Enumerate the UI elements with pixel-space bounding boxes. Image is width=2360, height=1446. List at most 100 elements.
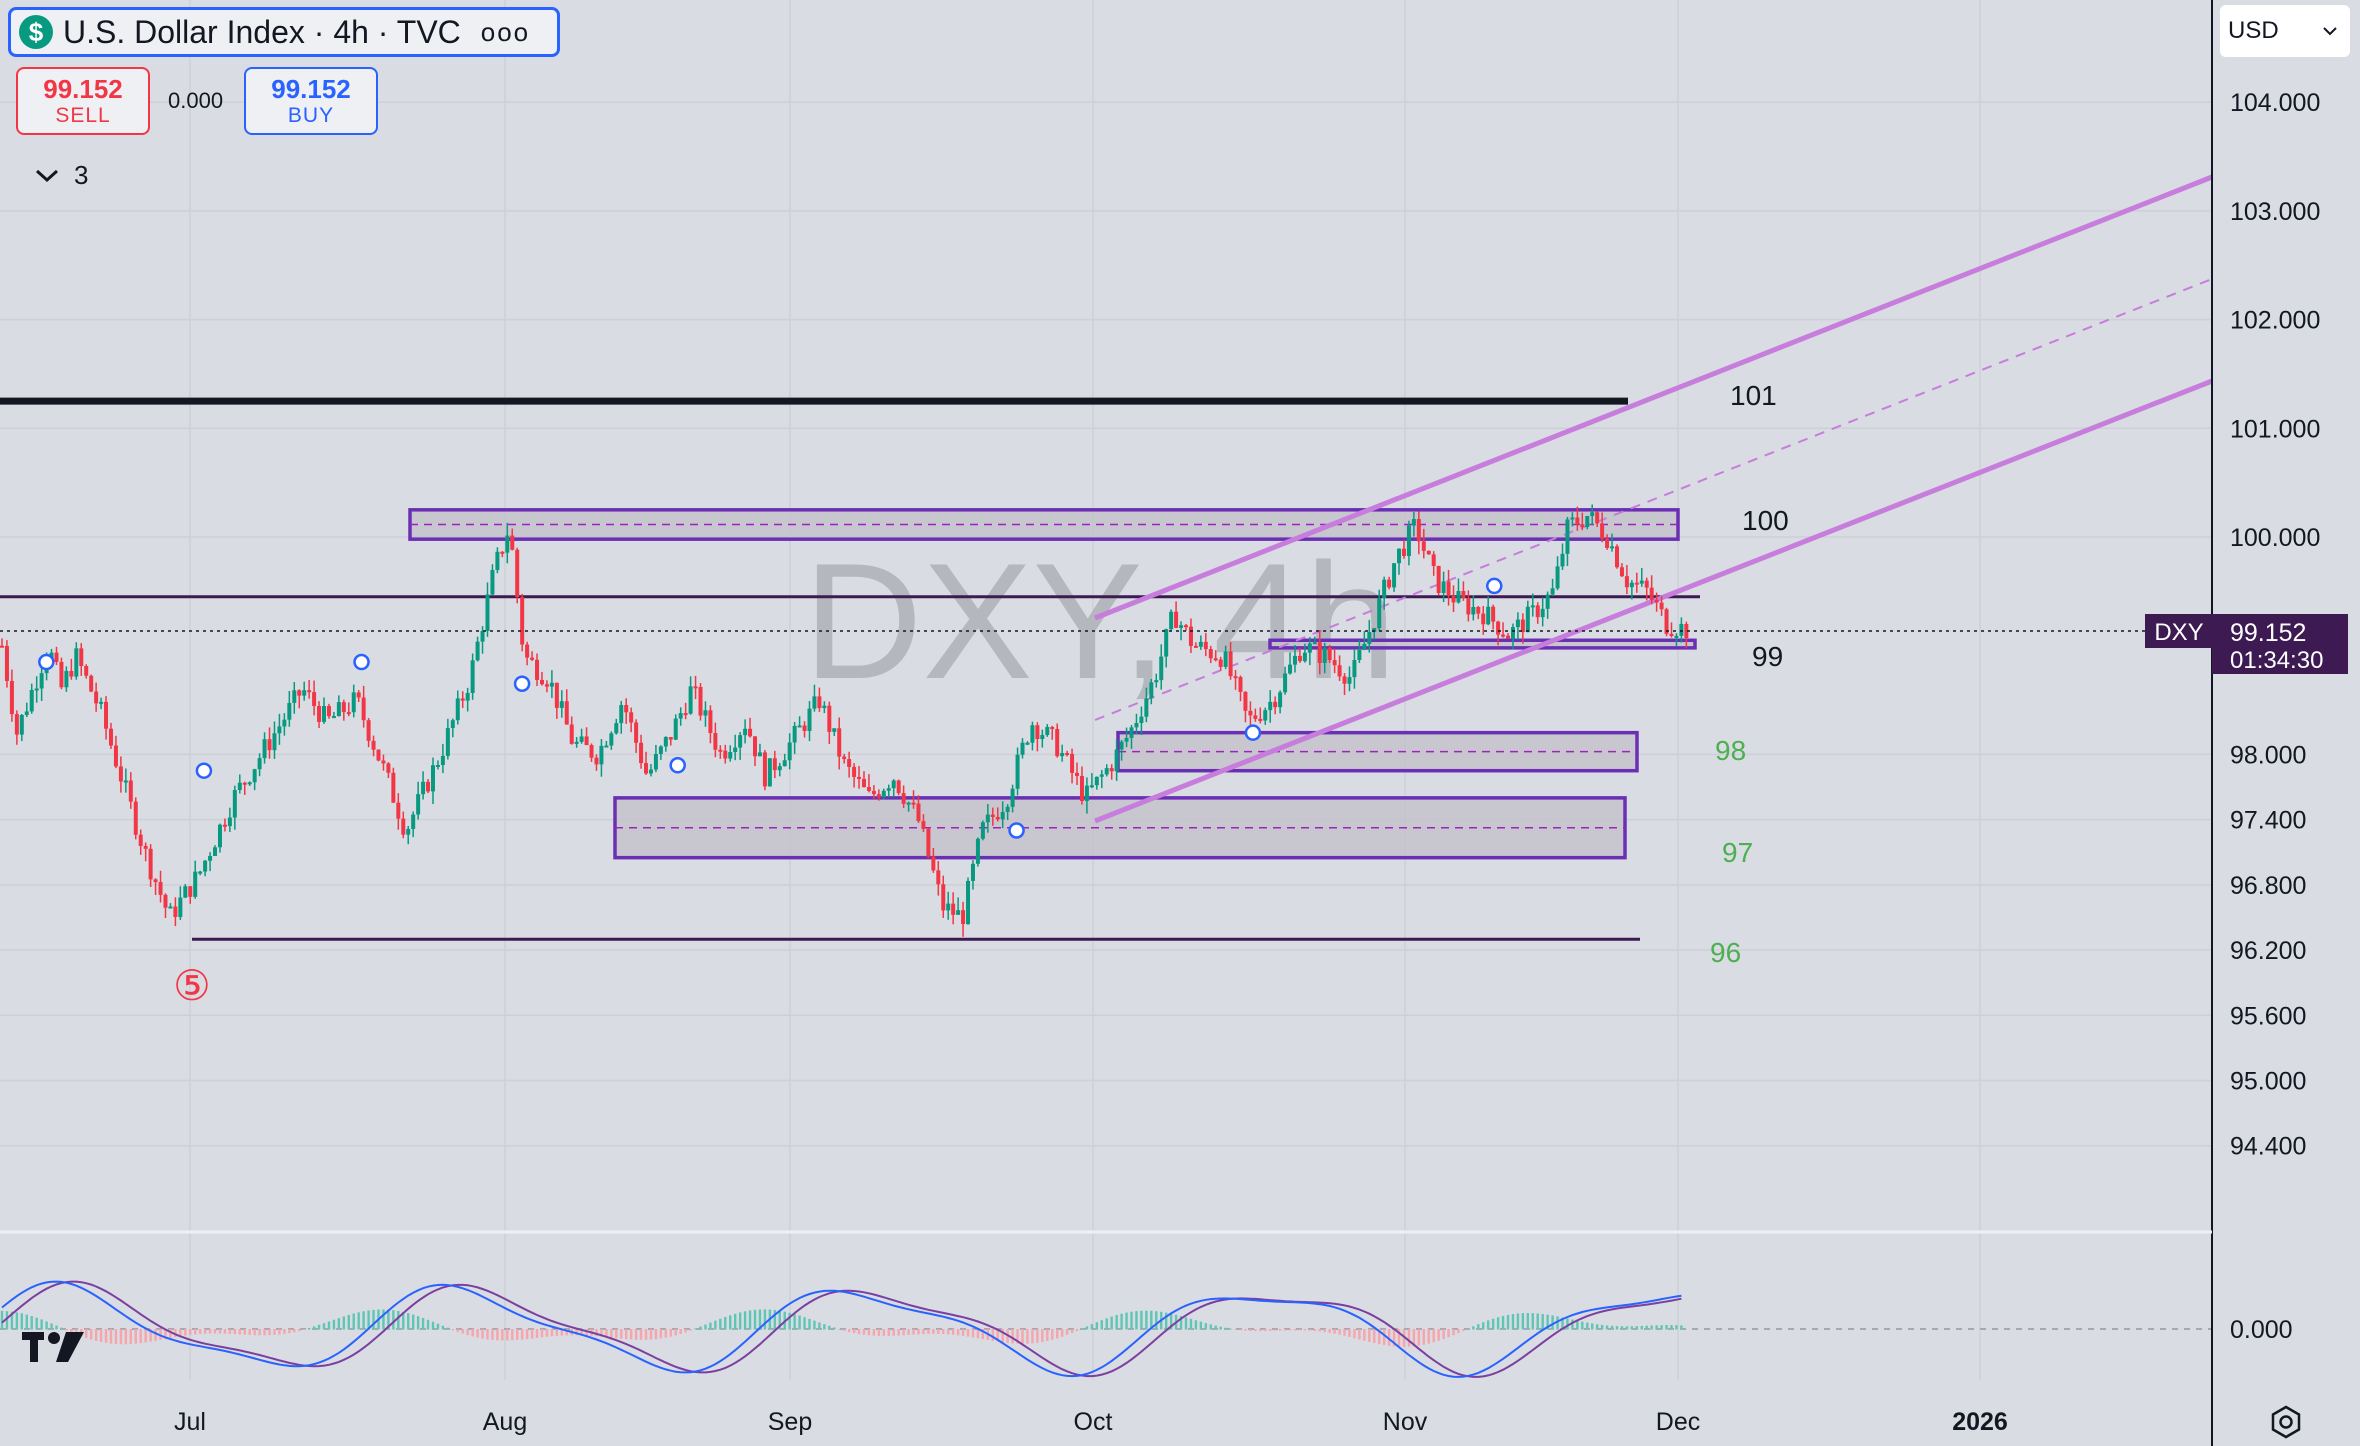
histogram-bar xyxy=(174,1329,177,1338)
histogram-bar xyxy=(1516,1313,1520,1330)
histogram-bar xyxy=(119,1329,123,1345)
candle-body xyxy=(837,728,842,757)
histogram-bar xyxy=(307,1327,311,1330)
candle-body xyxy=(1610,546,1615,549)
settings-gear-icon[interactable] xyxy=(2268,1404,2304,1440)
candle-body xyxy=(435,764,440,767)
candle-body xyxy=(480,630,485,642)
candle-body xyxy=(1278,692,1283,708)
histogram-bar xyxy=(947,1329,950,1335)
price-axis-label: 97.400 xyxy=(2230,807,2306,835)
candle-body xyxy=(757,752,762,757)
histogram-bar xyxy=(1164,1312,1168,1330)
candle-body xyxy=(411,814,416,829)
histogram-bar xyxy=(1199,1321,1203,1330)
histogram-bar xyxy=(134,1329,137,1344)
candle-body xyxy=(1010,788,1015,807)
candle-body xyxy=(688,686,693,714)
price-axis-label: 96.200 xyxy=(2230,937,2306,965)
histogram-bar xyxy=(501,1329,504,1341)
buy-button[interactable]: 99.152 BUY xyxy=(244,67,378,135)
histogram-bar xyxy=(991,1329,994,1341)
indicators-toggle[interactable]: 3 xyxy=(34,160,88,191)
chevron-down-icon xyxy=(2323,27,2337,36)
histogram-bar xyxy=(555,1329,559,1336)
histogram-bar xyxy=(352,1313,355,1330)
histogram-bar xyxy=(1477,1324,1480,1330)
histogram-bar xyxy=(451,1329,455,1331)
currency-select[interactable]: USD xyxy=(2220,5,2350,57)
histogram-bar xyxy=(45,1321,48,1330)
candle-body xyxy=(852,766,857,777)
histogram-bar xyxy=(1283,1329,1287,1331)
histogram-bar xyxy=(243,1329,246,1335)
histogram-bar xyxy=(1021,1329,1024,1344)
candle-body xyxy=(916,803,921,822)
candle-body xyxy=(1436,565,1441,594)
price-axis-label: 95.600 xyxy=(2230,1002,2306,1030)
symbol-header[interactable]: $ U.S. Dollar Index · 4h · TVC ooo xyxy=(8,7,560,57)
candle-body xyxy=(1471,607,1476,615)
histogram-bar xyxy=(877,1329,881,1336)
candle-body xyxy=(1387,579,1392,588)
histogram-bar xyxy=(1273,1329,1277,1331)
candle-body xyxy=(1614,546,1619,568)
candle-body xyxy=(857,776,862,779)
candle-body xyxy=(1174,611,1179,628)
histogram-bar xyxy=(1115,1315,1118,1330)
candle-body xyxy=(401,818,406,835)
histogram-bar xyxy=(471,1329,474,1337)
histogram-bar xyxy=(1055,1329,1059,1339)
pivot-markers xyxy=(38,577,1503,839)
pivot-marker xyxy=(1244,724,1262,741)
histogram-bar xyxy=(535,1329,539,1338)
candle-body xyxy=(738,735,743,748)
histogram-bar xyxy=(332,1319,336,1330)
histogram-bar xyxy=(40,1319,43,1330)
candle-body xyxy=(817,696,822,709)
candle-body xyxy=(1605,538,1610,548)
histogram-bar xyxy=(1675,1325,1678,1330)
trend-channel[interactable] xyxy=(1094,174,2213,824)
symbol-title: U.S. Dollar Index · 4h · TVC xyxy=(63,13,461,50)
histogram-bar xyxy=(1259,1329,1262,1332)
histogram-bar xyxy=(748,1310,752,1330)
candle-body xyxy=(861,778,866,788)
sell-button[interactable]: 99.152 SELL xyxy=(16,67,150,135)
histogram-bar xyxy=(144,1329,147,1343)
candle-body xyxy=(936,870,941,885)
candle-body xyxy=(94,691,99,704)
candle-body xyxy=(24,711,29,715)
horizontal-levels[interactable] xyxy=(0,397,1700,941)
histogram-bar xyxy=(35,1317,38,1330)
time-axis-label: Sep xyxy=(768,1408,812,1436)
candle-body xyxy=(723,750,728,759)
candle-body xyxy=(1411,519,1416,526)
histogram-bar xyxy=(258,1329,261,1336)
candle-body xyxy=(381,760,386,764)
histogram-bar xyxy=(1482,1322,1485,1330)
tradingview-logo xyxy=(22,1332,84,1362)
histogram-bar xyxy=(1432,1329,1435,1343)
histogram-bar xyxy=(426,1319,430,1330)
histogram-bar xyxy=(951,1329,955,1335)
histogram-bar xyxy=(302,1329,306,1330)
candle-body xyxy=(1055,728,1060,757)
candle-body xyxy=(495,551,500,570)
pivot-marker xyxy=(353,653,370,671)
support-resistance-zones[interactable] xyxy=(408,508,1697,860)
candle-body xyxy=(1397,548,1402,564)
histogram-bar xyxy=(1571,1319,1574,1330)
candle-body xyxy=(1223,651,1228,667)
candle-body xyxy=(539,679,544,685)
histogram-bar xyxy=(1130,1311,1133,1330)
histogram-bar xyxy=(907,1329,910,1335)
histogram-bar xyxy=(516,1329,519,1340)
histogram-bar xyxy=(263,1329,266,1336)
histogram-bar xyxy=(1214,1325,1217,1330)
histogram-bar xyxy=(94,1329,98,1341)
more-options-icon[interactable]: ooo xyxy=(480,16,531,47)
histogram-bar xyxy=(1239,1329,1242,1331)
histogram-bar xyxy=(1353,1329,1356,1339)
